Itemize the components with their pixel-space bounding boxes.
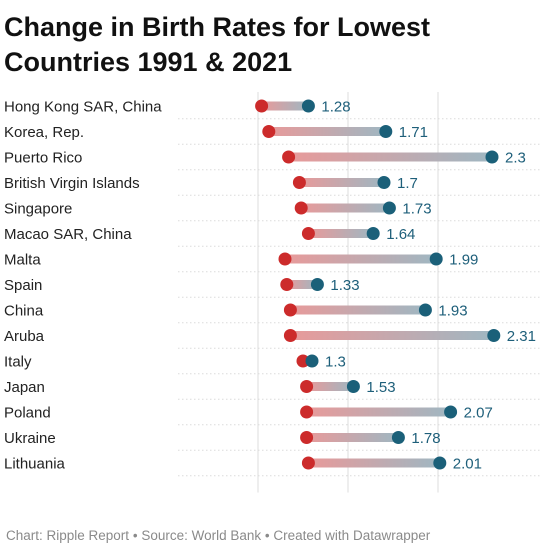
dot-1991 <box>300 431 314 444</box>
dot-2021 <box>379 125 393 138</box>
x-tick-label: 1.5 <box>338 509 358 513</box>
country-label: Spain <box>4 277 42 294</box>
dot-2021 <box>485 150 499 164</box>
dot-1991 <box>280 278 294 291</box>
country-label: China <box>4 303 44 320</box>
x-axis-ticks: 11.52 <box>254 509 442 513</box>
footer-source: Source: World Bank <box>141 528 262 543</box>
value-label: 1.33 <box>330 277 359 294</box>
dot-1991 <box>301 456 315 470</box>
dot-1991 <box>300 405 314 419</box>
footer-separator: • <box>132 528 138 543</box>
dot-2021 <box>301 99 315 113</box>
country-label: Singapore <box>4 201 72 218</box>
value-label: 1.99 <box>449 252 478 269</box>
country-label: Lithuania <box>4 456 66 473</box>
dot-2021 <box>310 278 324 291</box>
dot-1991 <box>283 329 297 342</box>
row-labels: Hong Kong SAR, China Korea, Rep. Puerto Ri… <box>4 99 162 473</box>
footer: Chart: Ripple Report • Source: World Ban… <box>6 528 430 543</box>
country-label: Ukraine <box>4 430 56 447</box>
dot-2021 <box>487 329 501 342</box>
dot-2021 <box>433 456 447 470</box>
dot-1991 <box>278 252 292 266</box>
dot-1991 <box>262 125 276 138</box>
dot-1991 <box>282 150 296 164</box>
dot-2021 <box>382 201 396 215</box>
value-label: 2.01 <box>453 456 482 473</box>
dot-1991 <box>255 99 269 113</box>
range-bars <box>261 101 494 468</box>
dot-2021 <box>346 380 360 393</box>
dot-1991 <box>301 227 315 240</box>
country-label: Poland <box>4 405 51 422</box>
dot-2021 <box>444 405 458 419</box>
value-label: 1.53 <box>366 379 395 396</box>
dot-1991 <box>296 354 310 368</box>
value-labels: 1.28 1.71 2.3 1.7 1.73 1.64 1.99 1.33 1.93 2.31 1.… <box>321 99 536 473</box>
dot-1991 <box>300 380 314 393</box>
country-label: Hong Kong SAR, China <box>4 99 162 116</box>
chart-title: Change in Birth Rates for Lowest Countri… <box>4 12 431 77</box>
country-label: Japan <box>4 379 45 396</box>
value-label: 1.73 <box>402 201 431 218</box>
country-label: British Virgin Islands <box>4 175 140 192</box>
country-label: Malta <box>4 252 41 269</box>
x-tick-label: 1 <box>254 509 262 513</box>
value-label: 1.64 <box>386 226 415 243</box>
data-points <box>255 99 501 470</box>
value-label: 1.28 <box>321 99 350 116</box>
row-rules <box>178 118 542 477</box>
dot-2021 <box>377 176 391 189</box>
value-label: 1.3 <box>325 354 346 371</box>
dot-1991 <box>292 176 306 189</box>
dot-1991 <box>283 303 297 317</box>
footer-created-with: Created with Datawrapper <box>273 528 431 543</box>
country-label: Korea, Rep. <box>4 124 84 141</box>
dot-1991 <box>294 201 308 215</box>
dot-2021 <box>429 252 443 266</box>
value-label: 2.31 <box>507 328 536 345</box>
country-label: Puerto Rico <box>4 150 82 167</box>
value-label: 1.93 <box>438 303 467 320</box>
value-label: 2.07 <box>464 405 493 422</box>
dot-2021 <box>305 354 319 368</box>
x-tick-label: 2 <box>434 509 442 513</box>
dot-2021 <box>366 227 380 240</box>
country-label: Macao SAR, China <box>4 226 132 243</box>
dot-2021 <box>418 303 432 317</box>
country-label: Italy <box>4 354 32 371</box>
country-label: Aruba <box>4 328 45 345</box>
value-label: 1.71 <box>399 124 428 141</box>
chart: Hong Kong SAR, China Korea, Rep. Puerto Ri… <box>4 92 542 513</box>
footer-separator: • <box>264 528 270 543</box>
value-label: 1.7 <box>397 175 418 192</box>
value-label: 1.78 <box>411 430 440 447</box>
footer-chart-credit: Chart: Ripple Report <box>6 528 130 543</box>
value-label: 2.3 <box>505 150 526 167</box>
dot-2021 <box>391 431 405 444</box>
